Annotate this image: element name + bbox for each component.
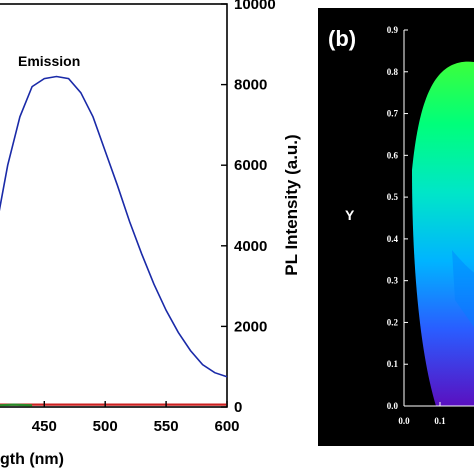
cie-y-tick-label: 0.6 [387,150,399,160]
spectrum-x-tick-label: 500 [93,418,118,435]
cie-y-tick-label: 0.2 [387,317,399,327]
spectrum-x-tick-label: 550 [154,418,179,435]
cie-panel: 0.00.10.20.30.40.50.60.70.80.9 0.0 0.1 Y … [318,8,474,446]
spectrum-y-tick-label: 4000 [234,238,267,255]
spectrum-series-line-2 [0,403,33,407]
cie-y-tick-label: 0.3 [387,276,399,286]
spectrum-y-ticks: 0 2000 4000 6000 8000 10000 [221,0,276,416]
cie-y-tick-label: 0.0 [387,401,399,411]
cie-y-tick-label: 0.5 [387,192,399,202]
spectrum-x-tick-label: 450 [32,418,57,435]
spectrum-y-axis-label: PL Intensity (a.u.) [282,134,301,275]
cie-y-tick-label: 0.9 [387,25,399,35]
cie-y-tick-label: 0.1 [387,359,399,369]
cie-color-gamut [412,61,474,406]
spectrum-y-tick-label: 6000 [234,157,267,174]
cie-x-ticks: 0.0 0.1 [398,402,446,426]
spectrum-y-tick-label: 10000 [234,0,276,13]
cie-y-tick-label: 0.7 [387,109,399,119]
spectrum-y-tick-label: 0 [234,399,242,416]
spectrum-y-tick-label: 8000 [234,77,267,94]
spectrum-plot-frame [0,3,228,408]
spectrum-x-tick-label: 600 [214,418,239,435]
cie-x-tick-label: 0.0 [398,416,410,426]
spectrum-series-group [0,75,228,407]
cie-y-axis-label: Y [345,207,355,223]
cie-x-tick-label: 0.1 [434,416,446,426]
cie-red-region [452,250,474,328]
emission-annotation: Emission [18,53,80,69]
spectrum-panel: 450 500 550 600 0 2000 4000 6000 8000 10000 Emis… [0,0,301,468]
cie-y-ticks: 0.0 0.1 0.2 0.3 0.4 0.5 0.6 0.7 0.8 0.9 [387,25,408,411]
cie-y-tick-label: 0.8 [387,67,399,77]
cie-y-tick-label: 0.4 [387,234,399,244]
panel-b-label: (b) [328,26,356,51]
spectrum-series-line-0 [0,75,228,378]
spectrum-y-tick-label: 2000 [234,318,267,335]
spectrum-x-ticks: 450 500 550 600 [32,401,240,435]
spectrum-x-axis-label: gth (nm) [0,451,64,468]
